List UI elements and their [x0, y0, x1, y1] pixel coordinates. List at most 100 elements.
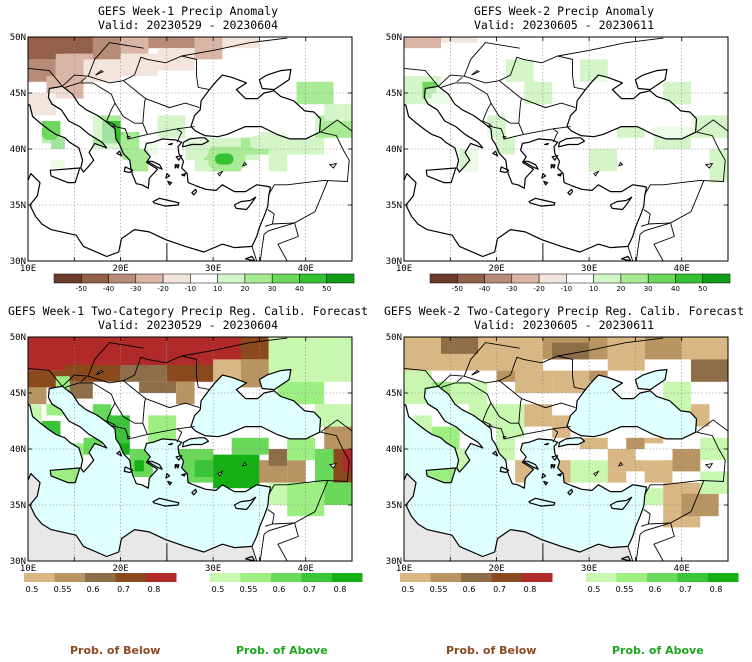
border-line — [147, 128, 183, 143]
island-coast — [175, 155, 183, 161]
below-label: 0.6 — [463, 585, 476, 594]
above-swatch — [708, 573, 739, 582]
below-swatch — [522, 573, 553, 582]
border-line — [106, 120, 115, 125]
island — [50, 468, 80, 483]
forecast-cell — [46, 404, 65, 416]
forecast-cell — [83, 59, 121, 82]
forecast-cell — [324, 482, 352, 505]
forecast-cell — [157, 115, 186, 138]
forecast-cell — [691, 359, 728, 382]
panel-week1-probability: GEFS Week-1 Two-Category Precip Reg. Cal… — [0, 300, 376, 600]
africa-no-data — [404, 473, 631, 561]
anomaly-map-week2: 50N 45N 40N 35N 30N 10E 20E 30E 40E -50 -40 -30 -20-… — [376, 0, 752, 300]
island-coast — [522, 160, 539, 170]
anomaly-colorbar: -50 -40 -30 -20 -10 10 20 30 40 50 — [53, 273, 355, 293]
above-label: 0.6 — [649, 585, 662, 594]
forecast-cell — [607, 471, 627, 483]
lake — [487, 123, 493, 128]
island-coast — [551, 464, 556, 469]
island-coast — [146, 160, 163, 170]
wet-anomaly — [250, 135, 283, 149]
lon-label: 40E — [298, 264, 314, 274]
coastline — [351, 459, 352, 468]
border-line — [490, 102, 525, 140]
below-label: 0.7 — [493, 585, 506, 594]
island-coast — [543, 180, 549, 186]
prob-above-label: Prob. of Above — [612, 644, 704, 657]
border-line — [552, 426, 571, 430]
above-swatch — [271, 573, 302, 582]
island-coast — [551, 155, 559, 161]
forecast-cell — [681, 337, 728, 360]
forecast-cell — [194, 460, 214, 477]
border-line — [123, 380, 146, 399]
coastline — [566, 374, 698, 440]
graticule — [404, 37, 728, 261]
border-line — [518, 398, 576, 424]
colorbar-label: 10 — [589, 285, 598, 293]
island-coast — [541, 473, 547, 479]
below-label: 0.5 — [26, 585, 39, 594]
lake — [126, 436, 131, 440]
forecast-cell — [240, 337, 269, 360]
island-coast — [541, 173, 547, 179]
border-line — [648, 180, 705, 225]
forecast-cell — [404, 37, 441, 49]
africa-no-data — [28, 473, 255, 561]
below-label: 0.5 — [402, 585, 415, 594]
island-coast — [499, 466, 510, 474]
border-line — [88, 356, 148, 384]
colorbar-swatch — [647, 273, 676, 284]
border-line — [644, 431, 726, 496]
colorbar-swatch — [538, 273, 567, 284]
forecast-cell — [644, 437, 664, 444]
lake — [95, 70, 104, 76]
border-line — [88, 56, 148, 84]
above-swatch — [240, 573, 271, 582]
border-line — [404, 67, 439, 87]
colorbar-label: 30 — [644, 285, 653, 293]
sea — [404, 86, 647, 257]
coastline — [558, 437, 586, 448]
above-swatch — [647, 573, 678, 582]
coastline — [634, 68, 668, 91]
below-swatch — [146, 573, 177, 582]
caspian-sea — [728, 415, 751, 482]
border-line — [147, 55, 210, 91]
lake — [241, 161, 248, 167]
island — [391, 415, 400, 433]
island-coast — [49, 467, 81, 484]
colorbar-swatch — [702, 273, 731, 284]
black-sea — [566, 375, 697, 439]
forecast-cell — [268, 449, 288, 466]
colorbar-swatch — [429, 273, 458, 284]
border-line — [106, 420, 115, 425]
sea — [352, 115, 375, 182]
border-line — [696, 419, 728, 433]
border-line — [147, 428, 183, 443]
border-line — [251, 246, 258, 261]
forecast-cell — [194, 160, 214, 172]
border-line — [635, 234, 641, 261]
borders — [404, 37, 728, 261]
coastline — [182, 137, 210, 148]
island-coast — [391, 115, 400, 133]
border-line — [28, 67, 63, 87]
border-line — [176, 426, 195, 430]
forecast-cell — [324, 426, 352, 449]
above-label: 0.6 — [273, 585, 286, 594]
island-coast — [15, 415, 24, 433]
anomaly-map-week1: 50N 45N 40N 35N 30N 10E 20E 30E 40E -50 -40 -30 -20-… — [0, 0, 376, 300]
lake — [704, 462, 714, 469]
island-coast — [425, 167, 457, 184]
island-coast — [544, 142, 549, 146]
border-line — [277, 222, 299, 261]
forecast-cell — [324, 104, 352, 121]
island-coast — [152, 197, 180, 207]
island-coast — [391, 415, 400, 433]
border-line — [114, 102, 149, 140]
coastline — [190, 74, 322, 140]
lake — [617, 461, 624, 467]
